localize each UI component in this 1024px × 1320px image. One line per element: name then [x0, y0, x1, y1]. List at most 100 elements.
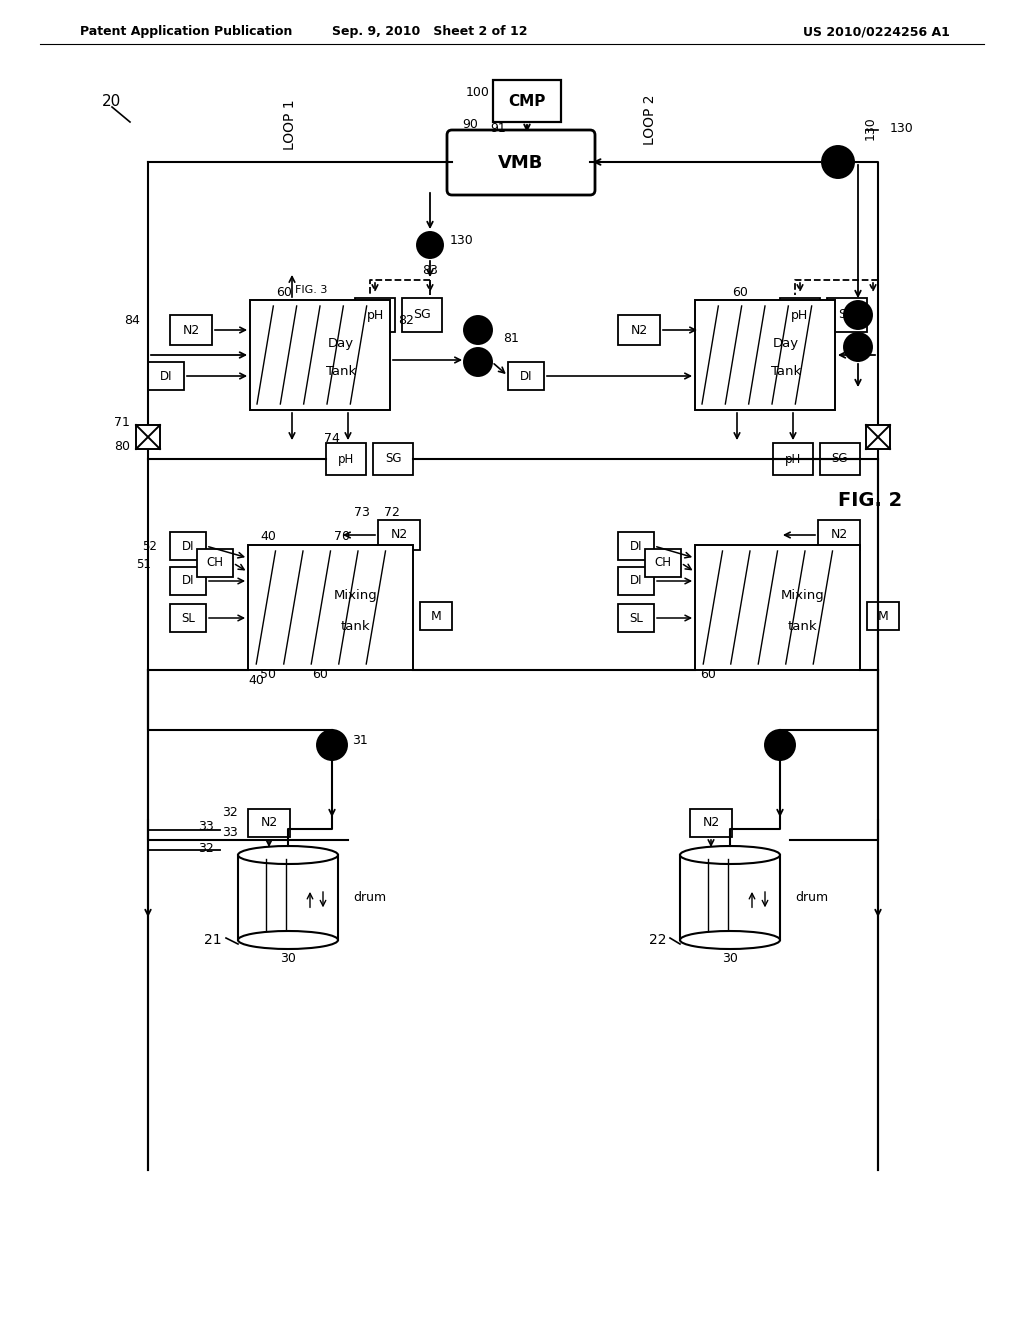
Text: 33: 33 [222, 826, 238, 840]
FancyBboxPatch shape [250, 300, 390, 411]
Circle shape [844, 301, 872, 329]
Text: Tank: Tank [326, 366, 356, 378]
Text: N2: N2 [260, 817, 278, 829]
Text: 72: 72 [384, 506, 400, 519]
FancyBboxPatch shape [373, 444, 413, 475]
Bar [680, 855, 780, 940]
Text: DI: DI [160, 370, 172, 383]
FancyBboxPatch shape [866, 425, 890, 449]
Text: SL: SL [181, 611, 195, 624]
Text: SG: SG [413, 309, 431, 322]
Text: N2: N2 [182, 323, 200, 337]
Text: 84: 84 [124, 314, 140, 326]
Text: 130: 130 [863, 116, 877, 140]
Text: SG: SG [838, 309, 856, 322]
Text: 73: 73 [354, 506, 370, 519]
Text: M: M [878, 610, 889, 623]
FancyBboxPatch shape [148, 362, 184, 389]
Text: 90: 90 [462, 117, 478, 131]
FancyBboxPatch shape [773, 444, 813, 475]
Text: 81: 81 [503, 331, 519, 345]
Bar [238, 855, 338, 940]
Circle shape [844, 333, 872, 360]
FancyBboxPatch shape [618, 568, 654, 595]
Text: 83: 83 [422, 264, 438, 276]
Text: tank: tank [340, 620, 370, 632]
Circle shape [822, 147, 854, 178]
FancyBboxPatch shape [326, 444, 366, 475]
FancyBboxPatch shape [690, 809, 732, 837]
Text: 130: 130 [890, 121, 913, 135]
Text: M: M [431, 610, 441, 623]
Text: 60: 60 [700, 668, 716, 681]
Text: DI: DI [630, 540, 642, 553]
Text: 40: 40 [260, 531, 275, 544]
FancyBboxPatch shape [378, 520, 420, 550]
FancyBboxPatch shape [618, 532, 654, 560]
FancyBboxPatch shape [170, 605, 206, 632]
Text: 50: 50 [260, 668, 276, 681]
FancyBboxPatch shape [248, 545, 413, 671]
Text: Tank: Tank [771, 366, 801, 378]
FancyBboxPatch shape [197, 549, 233, 577]
FancyBboxPatch shape [827, 298, 867, 333]
Text: N2: N2 [702, 817, 720, 829]
Text: Day: Day [773, 338, 799, 351]
Text: 100: 100 [466, 86, 490, 99]
Text: CMP: CMP [508, 94, 546, 108]
Text: 22: 22 [648, 933, 666, 946]
Circle shape [765, 730, 795, 760]
Text: FIG. 2: FIG. 2 [838, 491, 902, 510]
Text: 30: 30 [280, 952, 296, 965]
Text: 32: 32 [199, 842, 214, 854]
FancyBboxPatch shape [508, 362, 544, 389]
Text: 31: 31 [352, 734, 368, 747]
Text: SG: SG [831, 453, 848, 466]
FancyBboxPatch shape [355, 298, 395, 333]
Ellipse shape [238, 846, 338, 865]
FancyBboxPatch shape [170, 532, 206, 560]
FancyBboxPatch shape [820, 444, 860, 475]
Text: LOOP 2: LOOP 2 [643, 95, 657, 145]
FancyBboxPatch shape [695, 300, 835, 411]
Text: 70: 70 [334, 531, 350, 544]
Text: SG: SG [385, 453, 401, 466]
FancyBboxPatch shape [645, 549, 681, 577]
FancyBboxPatch shape [136, 425, 160, 449]
Ellipse shape [238, 931, 338, 949]
Text: DI: DI [520, 370, 532, 383]
FancyBboxPatch shape [447, 129, 595, 195]
Circle shape [417, 232, 443, 257]
FancyBboxPatch shape [248, 809, 290, 837]
Text: 40: 40 [248, 673, 264, 686]
Text: DI: DI [630, 574, 642, 587]
Text: 82: 82 [398, 314, 414, 326]
Text: 51: 51 [136, 558, 151, 572]
FancyBboxPatch shape [780, 298, 820, 333]
Text: 91: 91 [490, 123, 506, 136]
Text: 33: 33 [199, 820, 214, 833]
Text: 130: 130 [450, 234, 474, 247]
Text: pH: pH [792, 309, 809, 322]
Text: DI: DI [181, 540, 195, 553]
Text: Mixing: Mixing [334, 589, 377, 602]
Text: SL: SL [629, 611, 643, 624]
Text: 80: 80 [114, 441, 130, 454]
Text: pH: pH [338, 453, 354, 466]
Text: Day: Day [328, 338, 354, 351]
Text: N2: N2 [390, 528, 408, 541]
FancyBboxPatch shape [867, 602, 899, 630]
Ellipse shape [680, 931, 780, 949]
Text: 21: 21 [205, 933, 222, 946]
FancyBboxPatch shape [402, 298, 442, 333]
Text: US 2010/0224256 A1: US 2010/0224256 A1 [803, 25, 950, 38]
Text: 20: 20 [102, 95, 121, 110]
Circle shape [464, 348, 492, 376]
Text: 60: 60 [276, 286, 292, 300]
Text: tank: tank [787, 620, 817, 632]
FancyBboxPatch shape [618, 605, 654, 632]
Text: 60: 60 [732, 286, 748, 300]
Text: 32: 32 [222, 807, 238, 820]
FancyBboxPatch shape [170, 315, 212, 345]
Text: Sep. 9, 2010   Sheet 2 of 12: Sep. 9, 2010 Sheet 2 of 12 [332, 25, 527, 38]
